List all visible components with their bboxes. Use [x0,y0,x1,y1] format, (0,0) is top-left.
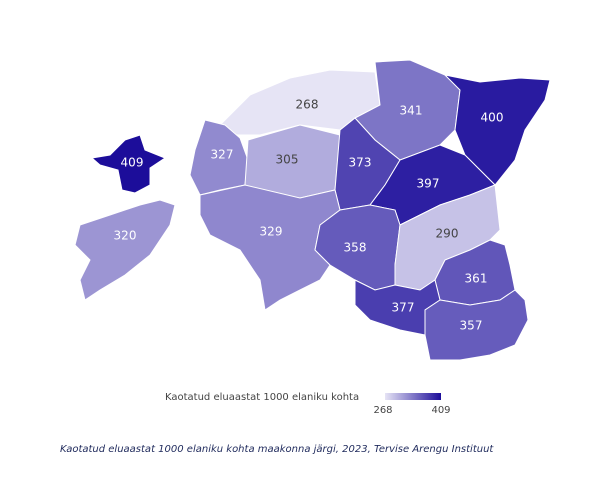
legend-max: 409 [431,405,450,416]
region-label: 409 [121,156,144,170]
region-label: 329 [260,225,283,239]
region [424,289,529,361]
region-label: 400 [481,111,504,125]
region-label: 361 [465,272,488,286]
caption: Kaotatud eluaastat 1000 elaniku kohta ma… [60,444,494,455]
region-label: 341 [400,104,423,118]
region-label: 320 [114,229,137,243]
region-label: 327 [211,148,234,162]
region-label: 357 [460,319,483,333]
region [90,134,167,194]
region-label: 268 [296,98,319,112]
region [199,184,341,311]
legend-min: 268 [373,405,392,416]
region [74,199,176,301]
legend-colorbar [385,393,441,400]
region-label: 358 [344,241,367,255]
region-label: 305 [276,153,299,167]
region-label: 290 [436,227,459,241]
region-label: 377 [392,301,415,315]
region-label: 397 [417,177,440,191]
region-label: 373 [349,156,372,170]
legend-title: Kaotatud eluaastat 1000 elaniku kohta [165,392,359,403]
region [443,74,551,186]
regions: 268 341 400 409 327 305 373 397 320 329 358 290 361 3… [74,59,551,361]
